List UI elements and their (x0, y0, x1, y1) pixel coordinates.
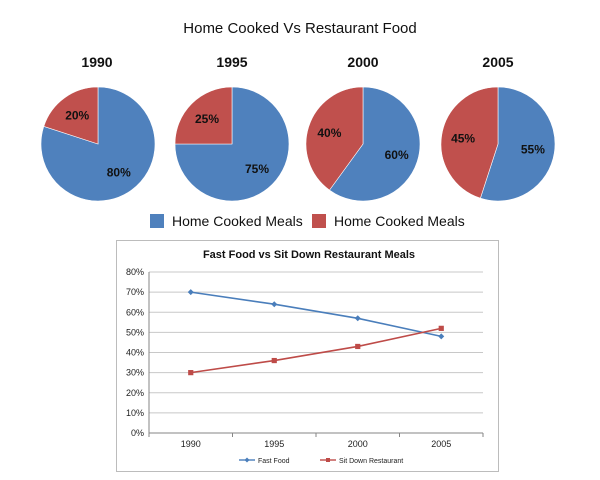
pie-2000-value-label-0: 60% (385, 148, 409, 162)
series-1-point (438, 325, 444, 331)
legend-label: Home Cooked Meals (172, 213, 303, 229)
line-chart-frame: Fast Food vs Sit Down Restaurant Meals 0%… (116, 240, 499, 472)
y-tick-label: 80% (126, 267, 144, 277)
y-tick-label: 20% (126, 388, 144, 398)
pie-2000-slice-0 (329, 86, 421, 202)
series-1-point (355, 343, 361, 350)
pie-1995-slice-1 (174, 86, 233, 145)
series-0-point (354, 315, 361, 322)
series-line-0 (190, 291, 442, 338)
pie-2000-title: 2000 (347, 54, 379, 70)
line-chart-title: Fast Food vs Sit Down Restaurant Meals (203, 249, 415, 261)
pie-1990-slice-0 (40, 86, 156, 202)
pie-charts: 80% 20% 75% 25% 60% 40% 55% 45% (40, 86, 556, 202)
pie-legend: Home Cooked Meals Home Cooked Meals (0, 210, 600, 232)
y-tick-label: 30% (126, 368, 144, 378)
pie-1990-slice-1 (43, 86, 99, 145)
pie-2005-slice-0 (480, 86, 556, 202)
line-legend-label-1: Sit Down Restaurant (339, 458, 403, 465)
y-tick-label: 0% (131, 428, 144, 438)
y-tick-label: 60% (126, 307, 144, 317)
pie-1990-value-label-0: 80% (107, 166, 131, 180)
line-legend-marker (326, 458, 330, 462)
y-tick-label: 50% (126, 327, 144, 337)
legend-item-home-cooked-red: Home Cooked Meals (312, 210, 465, 232)
series-0-point (187, 289, 194, 296)
legend-swatch-blue (150, 214, 164, 228)
legend-label: Home Cooked Meals (334, 213, 465, 229)
x-tick-label: 2000 (348, 439, 368, 449)
x-tick-label: 1990 (181, 439, 201, 449)
pie-1995-value-label-1: 25% (195, 112, 219, 126)
series-0-point (438, 333, 445, 340)
pie-2005-title: 2005 (482, 54, 514, 70)
pie-1990-title: 1990 (81, 54, 113, 70)
pie-1990-value-label-1: 20% (65, 108, 89, 122)
series-1-point (188, 370, 194, 376)
legend-swatch-red (312, 214, 326, 228)
x-tick-label: 1995 (264, 439, 284, 449)
pie-2005-value-label-1: 45% (451, 131, 475, 145)
pie-2005-slice-1 (440, 86, 499, 199)
pie-1995-value-label-0: 75% (245, 162, 269, 176)
series-0-point (271, 301, 278, 308)
y-tick-label: 70% (126, 287, 144, 297)
y-tick-label: 40% (126, 348, 144, 358)
pie-2000-slice-1 (305, 86, 364, 191)
y-tick-label: 10% (126, 408, 144, 418)
line-legend-label-0: Fast Food (258, 458, 290, 465)
x-tick-label: 2005 (431, 439, 451, 449)
chart-title: Home Cooked Vs Restaurant Food (183, 20, 417, 37)
pie-2005-value-label-0: 55% (521, 143, 545, 157)
pie-1995-title: 1995 (216, 54, 248, 70)
series-1-point (271, 357, 277, 364)
pie-1995-slice-0 (174, 86, 290, 202)
series-line-1 (190, 327, 442, 374)
line-chart: Fast Food vs Sit Down Restaurant Meals 0%… (126, 249, 484, 465)
legend-item-home-cooked-blue: Home Cooked Meals (150, 210, 303, 232)
line-legend-marker (244, 457, 250, 463)
pie-2000-value-label-1: 40% (317, 126, 341, 140)
